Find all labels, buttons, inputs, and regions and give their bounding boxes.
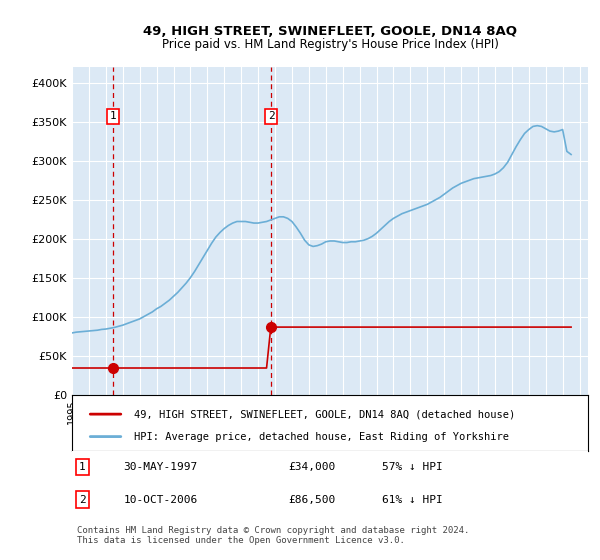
Text: 49, HIGH STREET, SWINEFLEET, GOOLE, DN14 8AQ: 49, HIGH STREET, SWINEFLEET, GOOLE, DN14… xyxy=(143,25,517,38)
Text: £34,000: £34,000 xyxy=(289,462,336,472)
Text: 2: 2 xyxy=(268,111,275,122)
Text: 1: 1 xyxy=(109,111,116,122)
Text: 2: 2 xyxy=(79,494,86,505)
Text: 49, HIGH STREET, SWINEFLEET, GOOLE, DN14 8AQ (detached house): 49, HIGH STREET, SWINEFLEET, GOOLE, DN14… xyxy=(134,409,515,419)
Text: HPI: Average price, detached house, East Riding of Yorkshire: HPI: Average price, detached house, East… xyxy=(134,432,509,442)
Text: Contains HM Land Registry data © Crown copyright and database right 2024.
This d: Contains HM Land Registry data © Crown c… xyxy=(77,526,470,545)
Text: Price paid vs. HM Land Registry's House Price Index (HPI): Price paid vs. HM Land Registry's House … xyxy=(161,38,499,51)
Text: 61% ↓ HPI: 61% ↓ HPI xyxy=(382,494,442,505)
Text: £86,500: £86,500 xyxy=(289,494,336,505)
Text: 1: 1 xyxy=(79,462,86,472)
Text: 57% ↓ HPI: 57% ↓ HPI xyxy=(382,462,442,472)
Text: 30-MAY-1997: 30-MAY-1997 xyxy=(124,462,198,472)
Text: 10-OCT-2006: 10-OCT-2006 xyxy=(124,494,198,505)
